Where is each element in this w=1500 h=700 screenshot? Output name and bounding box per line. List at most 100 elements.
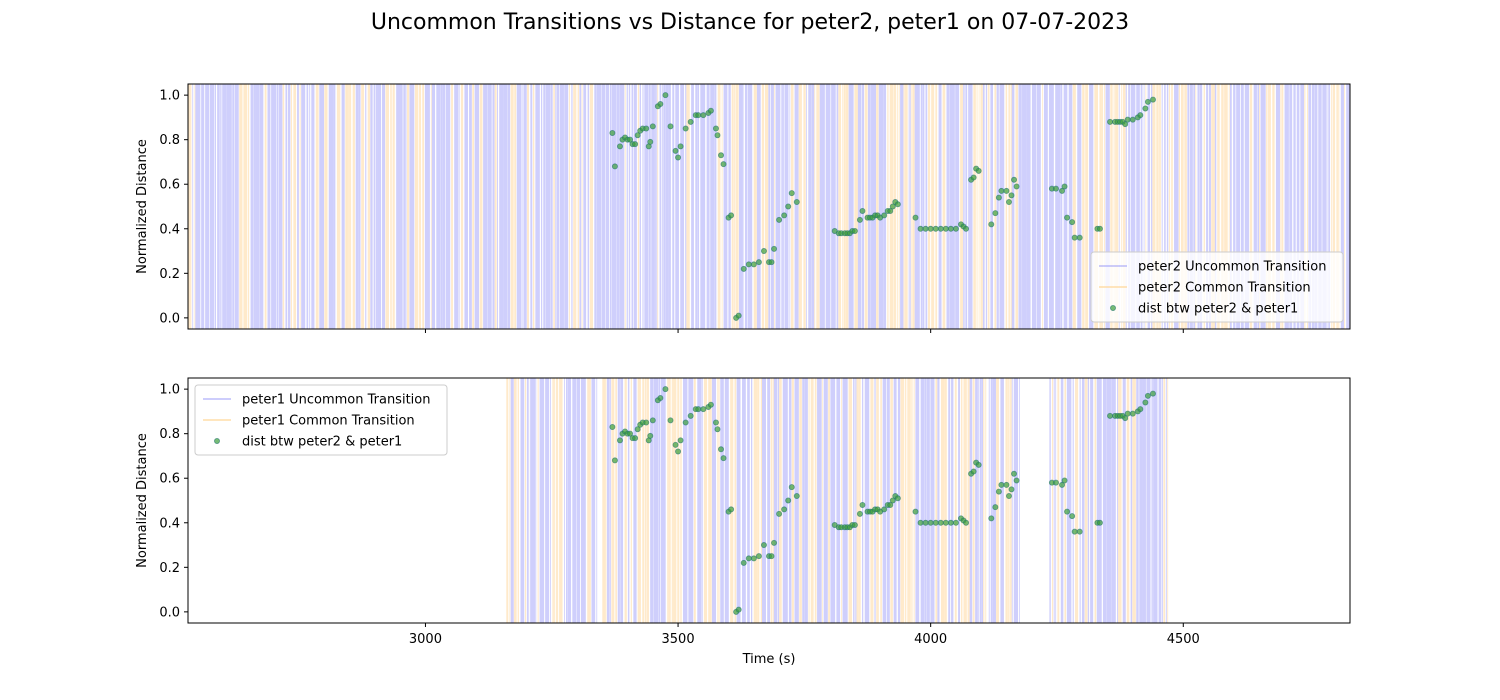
common-transition-band xyxy=(1072,84,1076,329)
common-transition-band xyxy=(976,84,978,329)
uncommon-transition-band xyxy=(685,84,687,329)
uncommon-transition-band xyxy=(214,84,216,329)
scatter-point xyxy=(1052,185,1059,192)
scatter-point xyxy=(647,138,654,145)
common-transition-band xyxy=(1259,84,1261,329)
uncommon-transition-band xyxy=(1208,84,1211,329)
scatter-point xyxy=(917,519,924,526)
uncommon-transition-band xyxy=(1036,84,1041,329)
common-transition-band xyxy=(912,84,915,329)
scatter-point xyxy=(1013,477,1020,484)
common-transition-band xyxy=(1343,84,1345,329)
common-transition-band xyxy=(1042,84,1043,329)
uncommon-transition-band xyxy=(276,84,279,329)
common-transition-band xyxy=(848,378,852,623)
scatter-point xyxy=(1064,508,1071,515)
transition-bands xyxy=(506,378,1169,623)
scatter-point xyxy=(657,395,664,402)
scatter-point xyxy=(1005,199,1012,206)
uncommon-transition-band xyxy=(1066,378,1072,623)
uncommon-transition-band xyxy=(767,378,771,623)
scatter-point xyxy=(750,555,757,562)
common-transition-band xyxy=(864,84,868,329)
axes-frame xyxy=(187,83,1351,330)
common-transition-band xyxy=(1338,84,1340,329)
common-transition-band xyxy=(624,378,627,623)
uncommon-transition-band xyxy=(920,378,925,623)
scatter-point xyxy=(995,488,1002,495)
uncommon-transition-band xyxy=(862,84,865,329)
uncommon-transition-band xyxy=(219,84,221,329)
scatter-point xyxy=(927,225,934,232)
common-transition-band xyxy=(1126,378,1130,623)
common-transition-band xyxy=(721,84,723,329)
uncommon-transition-band xyxy=(431,84,436,329)
uncommon-transition-band xyxy=(728,84,731,329)
legend-label: peter1 Uncommon Transition xyxy=(242,393,430,408)
uncommon-transition-band xyxy=(836,84,839,329)
common-transition-band xyxy=(587,378,591,623)
uncommon-transition-band xyxy=(781,84,783,329)
uncommon-transition-band xyxy=(1060,378,1064,623)
uncommon-transition-band xyxy=(633,84,637,329)
uncommon-transition-band xyxy=(271,84,277,329)
scatter-point xyxy=(1137,406,1144,413)
uncommon-transition-band xyxy=(836,378,841,623)
scatter-point xyxy=(947,225,954,232)
uncommon-transition-band xyxy=(842,378,848,623)
uncommon-transition-band xyxy=(1199,84,1203,329)
scatter-point xyxy=(970,468,977,475)
scatter-point xyxy=(975,461,982,468)
uncommon-transition-band xyxy=(720,378,724,623)
uncommon-transition-band xyxy=(855,378,857,623)
scatter-point xyxy=(634,426,641,433)
x-tick-label: 4500 xyxy=(1167,632,1200,647)
common-transition-band xyxy=(843,84,846,329)
common-transition-band xyxy=(1217,84,1220,329)
uncommon-transition-band xyxy=(648,84,651,329)
scatter-point xyxy=(793,493,800,500)
uncommon-transition-band xyxy=(499,84,504,329)
uncommon-transition-band xyxy=(742,378,746,623)
uncommon-transition-band xyxy=(287,84,291,329)
uncommon-transition-band xyxy=(782,84,784,329)
uncommon-transition-band xyxy=(377,84,382,329)
scatter-point xyxy=(922,519,929,526)
scatter-point xyxy=(894,201,901,208)
uncommon-transition-band xyxy=(958,378,961,623)
uncommon-transition-band xyxy=(1260,84,1266,329)
common-transition-band xyxy=(1163,378,1166,623)
common-transition-band xyxy=(624,84,626,329)
uncommon-transition-band xyxy=(1346,84,1350,329)
common-transition-band xyxy=(527,84,529,329)
uncommon-transition-band xyxy=(601,84,606,329)
uncommon-transition-band xyxy=(483,84,488,329)
x-tick-label: 3500 xyxy=(662,632,695,647)
legend-label: dist btw peter2 & peter1 xyxy=(242,435,402,450)
common-transition-band xyxy=(422,84,425,329)
uncommon-transition-band xyxy=(1139,378,1143,623)
common-transition-band xyxy=(791,378,794,623)
common-transition-band xyxy=(753,84,757,329)
uncommon-transition-band xyxy=(611,84,617,329)
uncommon-transition-band xyxy=(587,84,590,329)
uncommon-transition-band xyxy=(403,84,406,329)
scatter-point xyxy=(720,455,727,462)
uncommon-transition-band xyxy=(660,378,666,623)
uncommon-transition-band xyxy=(1000,378,1004,623)
common-transition-band xyxy=(324,84,328,329)
common-transition-band xyxy=(1331,84,1333,329)
uncommon-transition-band xyxy=(909,84,911,329)
common-transition-band xyxy=(1211,84,1215,329)
uncommon-transition-band xyxy=(878,84,884,329)
common-transition-band xyxy=(772,378,774,623)
uncommon-transition-band xyxy=(1164,84,1166,329)
common-transition-band xyxy=(336,84,341,329)
common-transition-band xyxy=(994,84,997,329)
scatter-point xyxy=(1013,183,1020,190)
common-transition-band xyxy=(903,84,905,329)
uncommon-transition-band xyxy=(662,84,664,329)
uncommon-transition-band xyxy=(975,378,978,623)
common-transition-band xyxy=(841,378,843,623)
